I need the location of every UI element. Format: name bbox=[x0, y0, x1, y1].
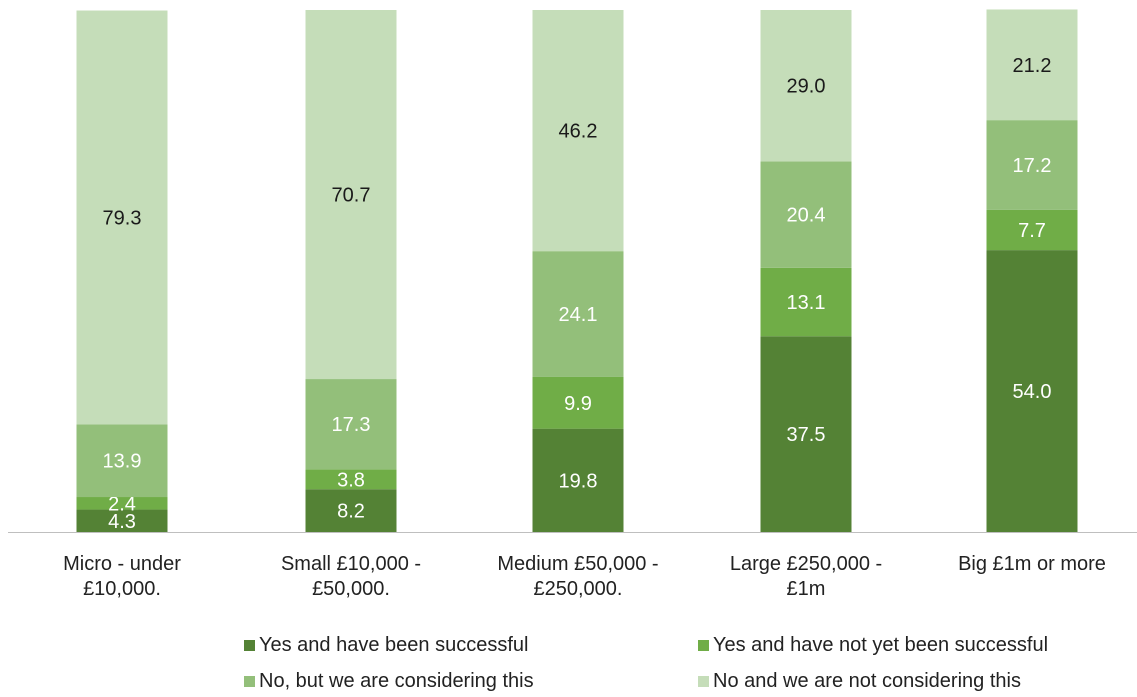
data-label: 17.3 bbox=[332, 414, 371, 436]
x-tick-label: Small £10,000 - bbox=[281, 553, 421, 575]
data-label: 9.9 bbox=[564, 393, 592, 415]
data-label: 3.8 bbox=[337, 469, 365, 491]
data-label: 19.8 bbox=[559, 470, 598, 492]
bar-segment bbox=[305, 10, 397, 380]
data-label: 4.3 bbox=[108, 511, 136, 533]
legend-swatch bbox=[244, 640, 255, 651]
bar-segment bbox=[986, 9, 1078, 121]
data-label: 8.2 bbox=[337, 501, 365, 523]
bar-segment bbox=[76, 497, 168, 510]
data-label: 2.4 bbox=[108, 493, 136, 515]
data-label: 17.2 bbox=[1013, 155, 1052, 177]
legend-item-yes-successful: Yes and have been successful bbox=[244, 634, 528, 657]
data-label: 79.3 bbox=[103, 207, 142, 229]
x-tick-label: Big £1m or more bbox=[958, 553, 1106, 575]
data-label: 24.1 bbox=[559, 304, 598, 326]
bar-segment bbox=[76, 10, 168, 425]
x-tick-label: £1m bbox=[787, 578, 826, 600]
bar-segment bbox=[986, 209, 1078, 251]
stacked-bar-chart: 4.32.4 13.9 79.3 Micro - under £10,000. 8.2 3.… bbox=[8, 9, 1137, 600]
data-label: 54.0 bbox=[1013, 381, 1052, 403]
data-label: 20.4 bbox=[787, 205, 826, 227]
x-tick-label: £10,000. bbox=[83, 578, 161, 600]
data-label: 21.2 bbox=[1013, 55, 1052, 77]
legend-item-no-considering: No, but we are considering this bbox=[244, 670, 534, 693]
bar-segment bbox=[76, 509, 168, 532]
x-tick-label: £250,000. bbox=[534, 578, 623, 600]
legend-swatch bbox=[244, 676, 255, 687]
legend-item-yes-not-yet-successful: Yes and have not yet been successful bbox=[698, 634, 1048, 657]
legend-swatch bbox=[698, 676, 709, 687]
bar-segment bbox=[760, 10, 852, 162]
data-label: 7.7 bbox=[1018, 220, 1046, 242]
legend-label: Yes and have not yet been successful bbox=[713, 634, 1049, 656]
x-tick-label: Large £250,000 - bbox=[730, 553, 882, 575]
bar-segment bbox=[986, 250, 1078, 532]
legend-label: No, but we are considering this bbox=[259, 670, 534, 692]
data-label: 13.9 bbox=[103, 451, 142, 473]
legend-item-no-not-considering: No and we are not considering this bbox=[698, 670, 1021, 693]
x-tick-label: Medium £50,000 - bbox=[497, 553, 658, 575]
data-label: 29.0 bbox=[787, 76, 826, 98]
data-label: 70.7 bbox=[332, 185, 371, 207]
bar-segment bbox=[305, 469, 397, 490]
legend-label: No and we are not considering this bbox=[713, 670, 1021, 692]
data-label: 37.5 bbox=[787, 424, 826, 446]
legend-label: Yes and have been successful bbox=[259, 634, 529, 656]
bar-segment bbox=[532, 428, 624, 532]
bar-segment bbox=[305, 379, 397, 470]
bar-segment bbox=[760, 267, 852, 337]
data-label: 46.2 bbox=[559, 121, 598, 143]
legend: Yes and have been successful Yes and hav… bbox=[0, 620, 1137, 697]
x-tick-label: £50,000. bbox=[312, 578, 390, 600]
data-label: 13.1 bbox=[787, 292, 826, 314]
bar-segment bbox=[532, 376, 624, 429]
bar-segment bbox=[532, 251, 624, 377]
bar-segment bbox=[760, 336, 852, 532]
x-tick-label: Micro - under bbox=[63, 553, 181, 575]
bar-segment bbox=[305, 489, 397, 532]
bar-segment bbox=[532, 10, 624, 252]
legend-swatch bbox=[698, 640, 709, 651]
bar-segment bbox=[76, 424, 168, 498]
bar-segment bbox=[986, 120, 1078, 210]
bar-segment bbox=[760, 161, 852, 268]
